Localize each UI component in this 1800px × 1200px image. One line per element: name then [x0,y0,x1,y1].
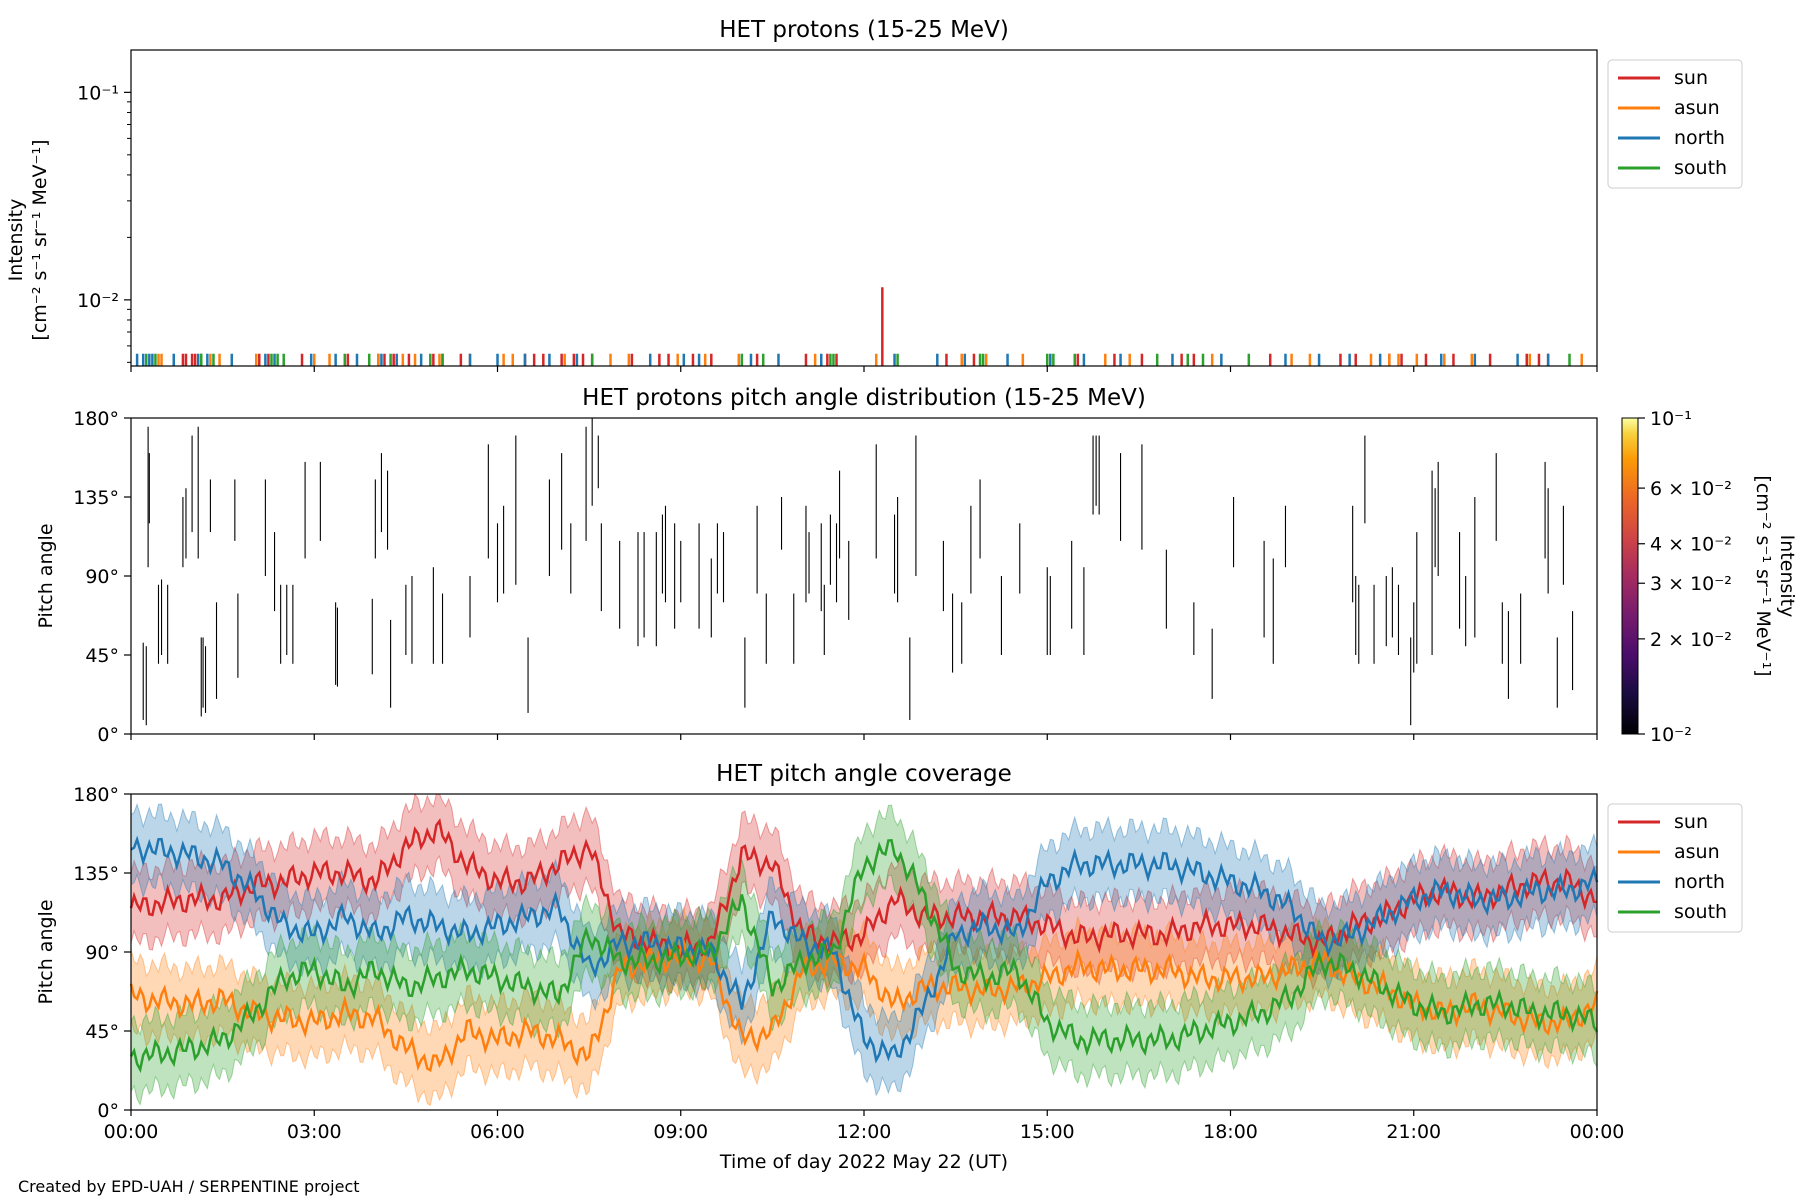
coverage-x-tick-label-6: 18:00 [1203,1121,1258,1143]
intensity-y-label: Intensity [cm⁻² s⁻¹ sr⁻¹ MeV⁻¹] [5,139,51,340]
north-coverage-line [130,835,1599,1064]
colorbar-ticks: 10⁻¹ 6 × 10⁻² 4 × 10⁻² 3 × 10⁻² 2 × 10⁻² 10⁻² [1638,408,1732,746]
intensity-y-label-line2: [cm⁻² s⁻¹ sr⁻¹ MeV⁻¹] [29,139,51,340]
coverage-legend-label-south: south [1674,901,1727,923]
legend-entry-sun: sun [1618,67,1708,89]
coverage-y-tick-label-1: 45° [85,1021,119,1043]
coverage-legend: sun asun north south [1607,803,1743,933]
coverage-y-tick-label-3: 135° [73,863,119,885]
colorbar-tick-label-2: 4 × 10⁻² [1650,534,1732,556]
coverage-y-label: Pitch angle [35,899,57,1004]
intensity-legend-box [1607,59,1743,189]
intensity-y-ticks: 10⁻¹ 10⁻² [77,82,131,363]
coverage-legend-label-sun: sun [1674,811,1708,833]
colorbar-tick-label-1: 6 × 10⁻² [1650,478,1732,500]
coverage-y-tick-label-0: 0° [97,1100,119,1122]
intensity-x-ticks [130,366,1598,372]
legend-entry-south: south [1618,157,1727,179]
legend-entry-asun: asun [1618,97,1720,119]
pad-y-ticks: 0° 45° 90° 135° 180° [73,408,131,746]
coverage-x-ticks: 00:00 03:00 06:00 09:00 12:00 15:00 18:00 21:00… [104,1110,1625,1143]
colorbar-label-line2: [cm⁻² s⁻¹ sr⁻¹ MeV⁻¹] [1752,475,1774,676]
coverage-legend-entry-asun: asun [1618,841,1720,863]
coverage-y-ticks: 0° 45° 90° 135° 180° [73,784,131,1122]
coverage-panel-title: HET pitch angle coverage [716,761,1012,787]
south-coverage-line [129,838,1599,1074]
colorbar-tick-label-3: 3 × 10⁻² [1650,573,1732,595]
coverage-x-tick-label-2: 06:00 [470,1121,525,1143]
intensity-legend: sun asun north south [1607,59,1743,189]
coverage-panel: HET pitch angle coverage 0° 45° 90° 135° 180… [35,761,1743,1173]
legend-label-sun: sun [1674,67,1708,89]
colorbar-tick-label-4: 2 × 10⁻² [1650,629,1732,651]
pad-y-tick-label-0: 0° [97,724,119,746]
coverage-x-tick-label-3: 09:00 [653,1121,708,1143]
pad-y-tick-label-3: 135° [73,487,119,509]
legend-entry-north: north [1618,127,1725,149]
legend-label-north: north [1674,127,1725,149]
coverage-legend-entry-sun: sun [1618,811,1708,833]
intensity-y-tick-label-1: 10⁻² [77,290,119,312]
pad-plot-frame [130,417,1598,735]
pad-y-tick-label-4: 180° [73,408,119,430]
intensity-y-label-line1: Intensity [5,199,27,282]
coverage-y-tick-label-4: 180° [73,784,119,806]
coverage-legend-box [1607,803,1743,933]
pad-segments-group [142,418,1574,726]
colorbar-tick-label-5: 10⁻² [1650,724,1692,746]
coverage-x-tick-label-8: 00:00 [1570,1121,1625,1143]
colorbar-label-line1: Intensity [1776,535,1798,618]
intensity-panel: HET protons (15-25 MeV) 10⁻¹ 10⁻² Intensi… [5,17,1743,372]
coverage-x-tick-label-5: 15:00 [1020,1121,1075,1143]
colorbar-label: Intensity [cm⁻² s⁻¹ sr⁻¹ MeV⁻¹] [1752,475,1798,676]
coverage-x-tick-label-4: 12:00 [837,1121,892,1143]
legend-label-asun: asun [1674,97,1720,119]
coverage-legend-entry-south: south [1618,901,1727,923]
coverage-legend-label-north: north [1674,871,1725,893]
credit-text: Created by EPD-UAH / SERPENTINE project [18,1177,360,1196]
pad-y-tick-label-1: 45° [85,645,119,667]
coverage-legend-entry-north: north [1618,871,1725,893]
pad-panel-title: HET protons pitch angle distribution (15… [582,385,1146,411]
sun-coverage-line [129,818,1598,960]
pad-x-ticks [130,734,1598,740]
legend-label-south: south [1674,157,1727,179]
pad-y-label: Pitch angle [35,523,57,628]
coverage-plot-frame [130,793,1598,1111]
colorbar [1621,417,1639,735]
pad-panel: HET protons pitch angle distribution (15… [35,385,1798,746]
coverage-x-tick-label-7: 21:00 [1386,1121,1441,1143]
coverage-x-tick-label-1: 03:00 [287,1121,342,1143]
coverage-x-tick-label-0: 00:00 [104,1121,159,1143]
coverage-legend-label-asun: asun [1674,841,1720,863]
coverage-y-tick-label-2: 90° [85,942,119,964]
intensity-plot-frame [130,49,1598,367]
intensity-series-group [135,287,1583,366]
colorbar-tick-label-0: 10⁻¹ [1650,408,1692,430]
asun-coverage-line [129,939,1599,1073]
x-axis-label: Time of day 2022 May 22 (UT) [719,1151,1008,1173]
intensity-y-tick-label-0: 10⁻¹ [77,82,119,104]
intensity-panel-title: HET protons (15-25 MeV) [719,17,1009,43]
pad-y-tick-label-2: 90° [85,566,119,588]
